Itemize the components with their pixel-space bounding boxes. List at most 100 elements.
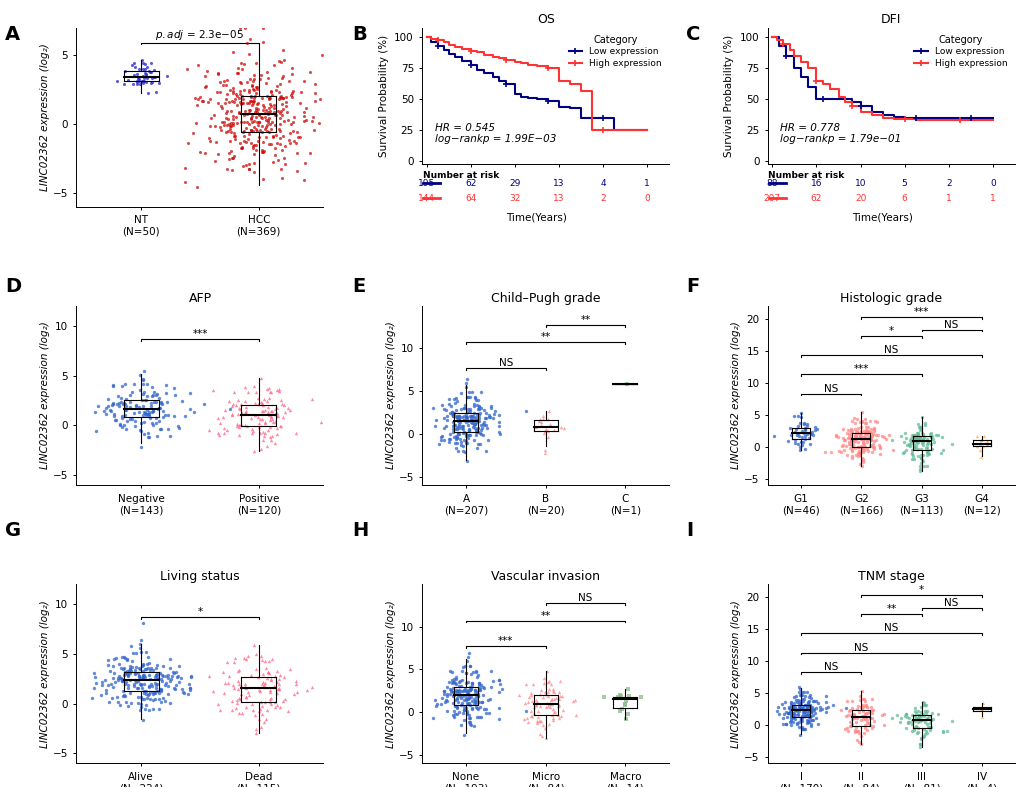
Point <box>261 386 277 398</box>
Point <box>457 683 473 696</box>
Point <box>143 662 159 674</box>
Point <box>483 665 499 678</box>
Point <box>848 712 864 725</box>
Point <box>130 401 147 414</box>
Point <box>854 444 870 456</box>
Point <box>225 116 242 129</box>
Point <box>304 681 320 693</box>
Point <box>800 697 816 710</box>
Point <box>838 694 854 707</box>
Point <box>135 665 151 678</box>
Point <box>233 96 250 109</box>
Point <box>287 674 304 687</box>
Point <box>913 427 929 439</box>
Point <box>846 428 862 441</box>
Point <box>467 665 483 678</box>
Point <box>260 405 276 418</box>
Point <box>535 427 551 439</box>
Point <box>843 443 859 456</box>
Point <box>944 438 960 450</box>
Point <box>151 686 167 699</box>
Point <box>318 116 334 129</box>
Point <box>450 687 467 700</box>
Point <box>287 427 304 440</box>
Text: C: C <box>686 25 700 44</box>
Point <box>274 397 290 410</box>
Point <box>528 698 544 711</box>
Point <box>435 685 451 698</box>
Point <box>265 680 281 693</box>
Point <box>105 652 121 665</box>
Point <box>478 703 494 715</box>
Point <box>533 684 549 696</box>
Point <box>214 116 230 128</box>
Point <box>446 437 463 449</box>
Point <box>250 671 266 684</box>
Point <box>214 666 230 678</box>
Text: F: F <box>686 277 699 296</box>
Point <box>458 655 474 667</box>
Point <box>242 127 258 140</box>
Text: 2: 2 <box>945 179 951 188</box>
Point <box>260 116 276 128</box>
Point <box>769 701 786 714</box>
Point <box>460 406 476 419</box>
Point <box>463 416 479 428</box>
Point <box>809 718 825 730</box>
Point <box>408 401 424 413</box>
Point <box>861 433 877 445</box>
Point <box>159 423 175 435</box>
Point <box>275 54 291 66</box>
Point <box>787 709 803 722</box>
Point <box>846 412 862 424</box>
Point <box>248 723 264 736</box>
Point <box>227 652 244 664</box>
Point <box>253 146 269 158</box>
Point <box>143 57 159 69</box>
Point <box>138 68 154 80</box>
Point <box>460 685 476 698</box>
Point <box>790 702 806 715</box>
Point <box>972 711 988 724</box>
Point <box>147 693 163 705</box>
Point <box>425 712 441 725</box>
Point <box>237 407 254 419</box>
Point <box>844 713 860 726</box>
Y-axis label: LINC02362 expression (log₂): LINC02362 expression (log₂) <box>385 322 395 469</box>
Point <box>254 405 270 417</box>
Point <box>289 131 306 143</box>
Point <box>910 709 926 722</box>
Point <box>232 84 249 97</box>
Point <box>119 669 136 682</box>
Point <box>105 681 121 693</box>
Point <box>529 717 545 730</box>
Point <box>911 715 927 727</box>
Point <box>433 434 449 446</box>
Point <box>921 723 937 736</box>
Point <box>451 690 468 703</box>
Point <box>458 427 474 440</box>
Point <box>921 428 937 441</box>
Point <box>919 434 935 447</box>
Point <box>452 719 469 731</box>
Point <box>621 690 637 703</box>
Point <box>233 418 250 430</box>
Point <box>783 705 799 718</box>
Point <box>856 430 872 442</box>
Point <box>129 667 146 680</box>
Point <box>278 105 294 118</box>
Point <box>135 657 151 670</box>
Point <box>445 416 462 429</box>
Point <box>245 125 261 138</box>
Point <box>912 733 928 746</box>
Y-axis label: LINC02362 expression (log₂): LINC02362 expression (log₂) <box>731 600 741 748</box>
Point <box>862 711 878 724</box>
Point <box>516 713 532 726</box>
Point <box>114 674 130 687</box>
Point <box>214 410 230 423</box>
Point <box>246 69 262 82</box>
Point <box>110 670 126 682</box>
Point <box>143 76 159 89</box>
Point <box>451 433 468 445</box>
Point <box>793 693 809 705</box>
